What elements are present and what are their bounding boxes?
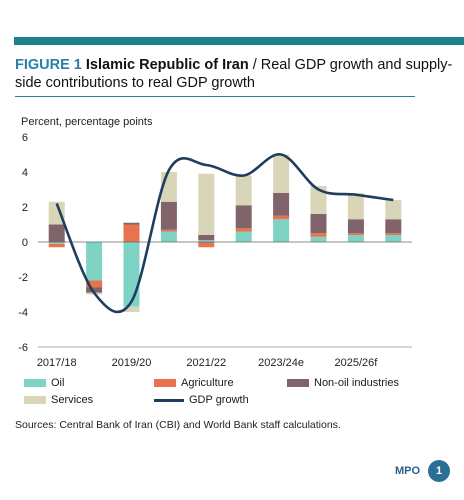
bar-nonoil bbox=[235, 205, 252, 228]
legend-item-services: Services bbox=[24, 393, 93, 407]
legend-item-nonoil: Non-oil industries bbox=[287, 376, 399, 390]
gdp-growth-line bbox=[55, 153, 394, 314]
bar-services bbox=[198, 173, 215, 235]
bar-services bbox=[273, 154, 290, 193]
bar-agriculture bbox=[235, 228, 252, 232]
bar-agriculture bbox=[385, 233, 402, 235]
y-tick-label: 6 bbox=[22, 132, 28, 144]
bar-agriculture bbox=[310, 233, 327, 237]
bar-agriculture bbox=[198, 242, 215, 248]
legend-swatch-services bbox=[24, 396, 46, 404]
bar-oil bbox=[385, 235, 402, 242]
bar-nonoil bbox=[198, 235, 215, 241]
bar-services bbox=[347, 193, 364, 220]
header-accent-bar bbox=[14, 37, 464, 45]
bar-oil bbox=[347, 235, 364, 242]
bar-services bbox=[310, 186, 327, 214]
y-tick-label: 0 bbox=[22, 237, 28, 249]
bar-agriculture bbox=[86, 280, 103, 288]
bar-services bbox=[385, 200, 402, 220]
legend-swatch-gdp bbox=[154, 398, 184, 402]
legend-label-oil: Oil bbox=[51, 377, 65, 389]
x-tick-label: 2017/18 bbox=[37, 357, 77, 369]
figure-title: FIGURE 1 Islamic Republic of Iran / Real… bbox=[15, 56, 455, 92]
y-tick-label: -6 bbox=[18, 342, 28, 354]
legend-item-oil: Oil bbox=[24, 376, 64, 390]
bar-nonoil bbox=[86, 287, 103, 293]
title-divider bbox=[15, 96, 415, 97]
bar-nonoil bbox=[273, 193, 290, 216]
legend-label-services: Services bbox=[51, 394, 94, 406]
figure-title-bold: Islamic Republic of Iran bbox=[85, 57, 249, 73]
bar-agriculture bbox=[347, 233, 364, 235]
bar-oil bbox=[235, 231, 252, 242]
bar-services bbox=[235, 175, 252, 206]
chart-canvas: 6 4 2 0 -2 -4 -6 2017/18 2019/20 2021/22 2023/24e 2… bbox=[18, 132, 412, 369]
chart-legend: Oil Agriculture Non-oil industries Servi… bbox=[24, 376, 444, 410]
legend-label-gdp: GDP growth bbox=[189, 394, 249, 406]
bar-nonoil bbox=[123, 222, 140, 225]
bar-agriculture bbox=[273, 215, 290, 220]
bar-nonoil bbox=[385, 219, 402, 234]
legend-label-nonoil: Non-oil industries bbox=[314, 377, 399, 389]
x-tick-label: 2025/26f bbox=[334, 357, 378, 369]
x-tick-label: 2023/24e bbox=[258, 357, 304, 369]
bar-agriculture bbox=[48, 243, 65, 248]
sources-note: Sources: Central Bank of Iran (CBI) and … bbox=[15, 419, 341, 431]
x-tick-label: 2021/22 bbox=[186, 357, 226, 369]
legend-swatch-oil bbox=[24, 379, 46, 387]
bar-oil bbox=[198, 240, 215, 242]
mpo-label: MPO bbox=[394, 465, 420, 477]
bar-agriculture bbox=[160, 229, 177, 232]
y-tick-label: -4 bbox=[18, 307, 28, 319]
bar-agriculture bbox=[123, 224, 140, 242]
legend-item-agriculture: Agriculture bbox=[154, 376, 234, 390]
y-axis-label: Percent, percentage points bbox=[21, 116, 153, 128]
bar-oil bbox=[86, 242, 103, 281]
y-tick-label: 2 bbox=[22, 202, 28, 214]
legend-label-agriculture: Agriculture bbox=[181, 377, 234, 389]
legend-item-gdp: GDP growth bbox=[154, 393, 249, 407]
bar-nonoil bbox=[310, 214, 327, 234]
x-tick-label: 2019/20 bbox=[112, 357, 152, 369]
legend-swatch-agriculture bbox=[154, 379, 176, 387]
y-tick-label: 4 bbox=[22, 167, 28, 179]
bar-nonoil bbox=[160, 201, 177, 230]
bar-services bbox=[123, 306, 140, 312]
bar-oil bbox=[123, 242, 140, 307]
bar-oil bbox=[310, 236, 327, 242]
page-footer: MPO 1 bbox=[395, 460, 450, 482]
bar-nonoil bbox=[347, 219, 364, 234]
bar-oil bbox=[48, 242, 65, 244]
y-tick-label: -2 bbox=[18, 272, 28, 284]
figure-title-rest: / Real GDP growth and supply-side contri… bbox=[15, 57, 453, 91]
bar-oil bbox=[160, 231, 177, 242]
bar-oil bbox=[273, 219, 290, 242]
bar-services bbox=[48, 201, 65, 225]
bar-nonoil bbox=[48, 224, 65, 242]
legend-swatch-nonoil bbox=[287, 379, 309, 387]
figure-label: FIGURE 1 bbox=[15, 57, 82, 73]
page-number: 1 bbox=[428, 460, 450, 482]
